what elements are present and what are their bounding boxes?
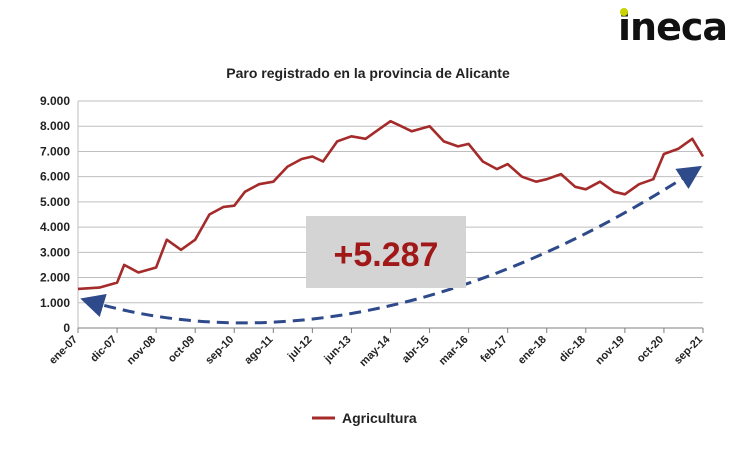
x-tick-label: feb-17	[478, 334, 509, 365]
x-tick-label: oct-20	[635, 334, 666, 365]
y-tick-label: 6.000	[40, 170, 70, 184]
x-tick-label: ago-11	[242, 334, 275, 367]
x-tick-label: ene-07	[47, 334, 80, 367]
y-tick-label: 8.000	[40, 119, 70, 133]
x-tick-label: sep-10	[203, 334, 236, 367]
x-tick-label: nov-08	[125, 334, 159, 368]
annotation-box	[306, 216, 466, 288]
x-tick-label: mar-16	[437, 334, 471, 368]
y-tick-label: 9.000	[40, 94, 70, 108]
growth-arrow	[80, 165, 703, 325]
y-tick-label: 5.000	[40, 195, 70, 209]
ineca-logo: ineca	[618, 5, 728, 49]
x-tick-label: dic-18	[557, 334, 588, 365]
x-tick-label: oct-09	[166, 334, 197, 365]
annotation-layer: +5.287	[80, 165, 703, 325]
x-tick-label: nov-19	[593, 334, 627, 368]
x-tick-label: jul-12	[285, 334, 315, 364]
chart-grid	[78, 100, 703, 329]
x-tick-label: dic-07	[88, 334, 119, 365]
y-axis: 0 1.000 2.000 3.000 4.000 5.000 6.000 7.000 8.00…	[40, 94, 79, 335]
logo-dot-mark	[620, 8, 628, 16]
annotation-value: +5.287	[334, 236, 439, 274]
y-tick-label: 4.000	[40, 220, 70, 234]
y-tick-label: 0	[63, 321, 70, 335]
x-tick-label: ene-18	[516, 334, 549, 367]
chart-title: Paro registrado en la provincia de Alica…	[226, 65, 510, 81]
y-tick-label: 1.000	[40, 296, 70, 310]
x-axis: ene-07 dic-07 nov-08 oct-09 sep-10 ago-11 jul-…	[47, 327, 705, 369]
x-tick-label: may-14	[357, 333, 393, 369]
x-tick-label: jun-13	[321, 334, 353, 366]
legend-label-agricultura: Agricultura	[342, 410, 417, 426]
y-tick-label: 7.000	[40, 144, 70, 158]
y-tick-label: 2.000	[40, 271, 70, 285]
y-tick-label: 3.000	[40, 245, 70, 259]
chart-legend: Agricultura	[312, 410, 417, 426]
x-tick-label: sep-21	[672, 334, 705, 367]
x-tick-label: abr-15	[400, 334, 432, 366]
